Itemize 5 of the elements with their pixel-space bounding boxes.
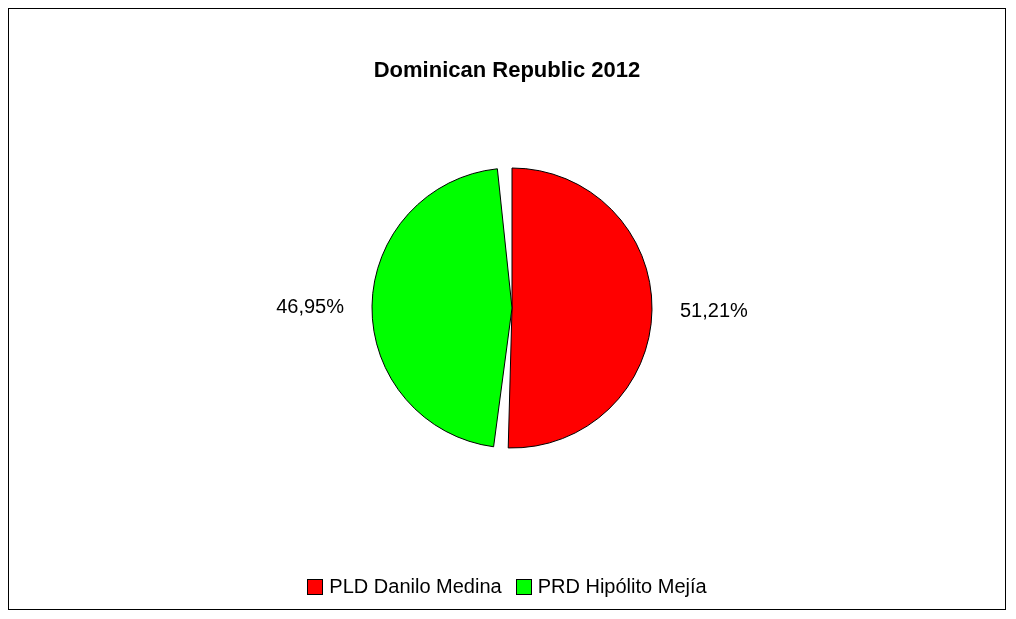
legend-label: PLD Danilo Medina <box>329 575 502 598</box>
data-label: 51,21% <box>679 299 749 322</box>
legend-label: PRD Hipólito Mejía <box>537 575 707 598</box>
chart-title: Dominican Republic 2012 <box>372 56 642 83</box>
data-label: 46,95% <box>276 294 345 317</box>
